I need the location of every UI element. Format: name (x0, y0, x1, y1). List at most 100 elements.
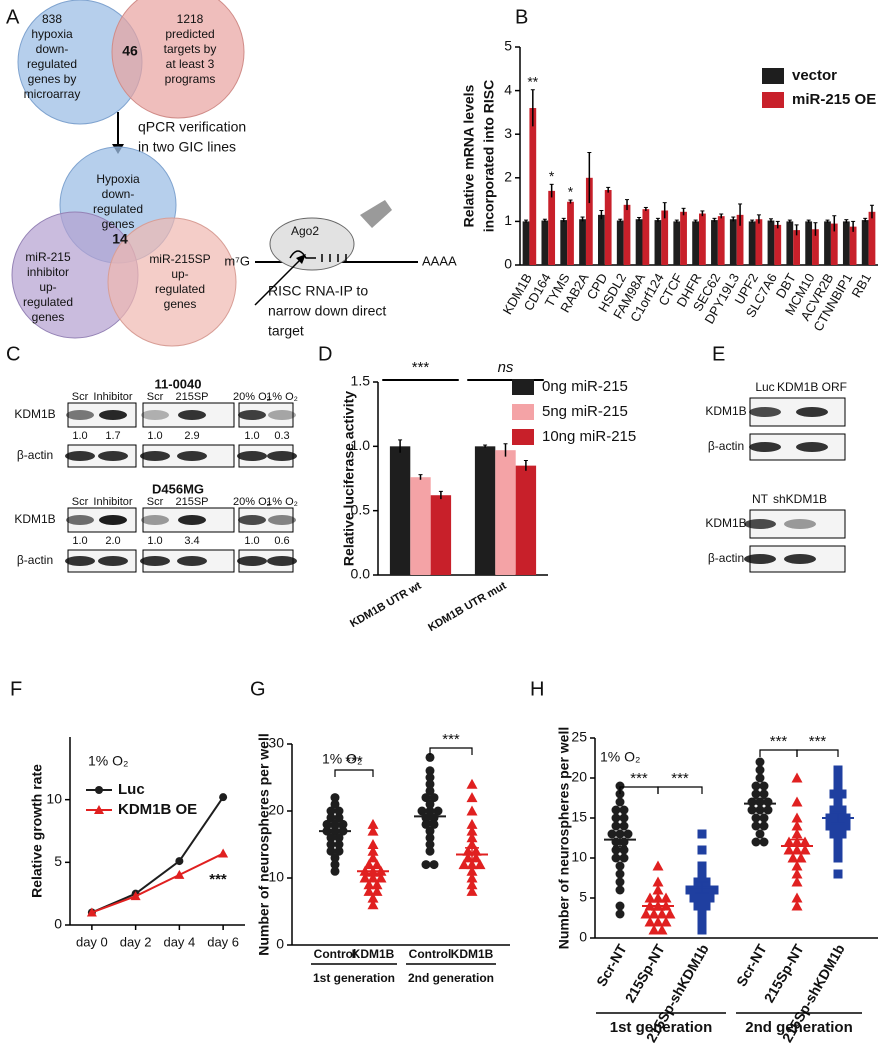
blot-band (66, 410, 94, 420)
marker (833, 853, 843, 863)
venn-text: genes (164, 297, 197, 311)
bar (529, 108, 537, 265)
marker (689, 893, 699, 903)
y-tick-label: 1 (504, 212, 512, 228)
bracket (429, 747, 473, 755)
marker (425, 779, 435, 789)
x-tick-label: day 0 (76, 934, 108, 949)
venn-text: inhibitor (27, 265, 69, 279)
bar (661, 210, 669, 265)
blot-band (99, 410, 127, 420)
y-tick-label: 2 (504, 169, 512, 185)
ratio: 1.0 (244, 430, 259, 442)
marker (701, 901, 711, 911)
bar (389, 446, 411, 575)
marker (330, 793, 340, 803)
arrow-head (296, 254, 306, 264)
marker (685, 885, 695, 895)
marker (697, 869, 707, 879)
bar (560, 220, 568, 265)
row-label: KDM1B (705, 516, 746, 530)
marker (709, 885, 719, 895)
bracket (796, 749, 839, 757)
marker (755, 829, 765, 839)
marker (326, 806, 336, 816)
bar (616, 220, 624, 265)
bar (635, 219, 643, 265)
marker (334, 813, 344, 823)
marker (474, 859, 486, 870)
venn-text: regulated (155, 282, 205, 296)
marker (425, 833, 435, 843)
y-tick-label: 20 (571, 769, 587, 785)
legend-label: 0ng miR-215 (542, 378, 628, 395)
blot-band (744, 554, 776, 564)
row-label: β-actin (708, 439, 744, 453)
x-tick-label: Scr-NT (593, 941, 630, 989)
marker (425, 766, 435, 776)
marker (371, 879, 383, 890)
marker (466, 865, 478, 876)
marker (371, 885, 383, 896)
y-axis-label: Number of neurospheres per well (556, 727, 572, 950)
y-tick-label: 1.0 (351, 437, 371, 453)
venn-text: regulated (23, 295, 73, 309)
blot-band (784, 554, 816, 564)
blot-band (238, 515, 266, 525)
marker (86, 907, 97, 917)
marker (656, 924, 668, 935)
bar (842, 221, 850, 265)
venn-text: 1218 (177, 12, 204, 26)
marker (330, 799, 340, 809)
step-text: narrow down direct (268, 303, 386, 319)
marker (697, 917, 707, 927)
legend-label: 10ng miR-215 (542, 428, 636, 445)
ratio: 0.6 (274, 535, 289, 547)
bar (711, 220, 718, 265)
marker (759, 813, 769, 823)
bar (567, 201, 574, 265)
marker (697, 829, 707, 839)
marker (837, 805, 847, 815)
marker (466, 872, 478, 883)
marker (664, 908, 676, 919)
ratio: 3.4 (184, 535, 199, 547)
cell-line: 11-0040 (155, 376, 202, 391)
legend-swatch (512, 429, 534, 445)
marker (615, 781, 625, 791)
venn-text: down- (36, 42, 69, 56)
marker (652, 892, 664, 903)
bar (868, 211, 876, 265)
y-tick-label: 0 (54, 916, 62, 932)
marker (697, 909, 707, 919)
blot-band (784, 519, 816, 529)
blot-band (140, 556, 170, 566)
marker (425, 786, 435, 796)
venn-text: miR-215SP (149, 252, 210, 266)
blot-band (66, 515, 94, 525)
bar (786, 221, 794, 265)
lane-label: Scr (147, 391, 164, 403)
marker (791, 868, 803, 879)
marker (619, 805, 629, 815)
marker (466, 832, 478, 843)
marker (470, 845, 482, 856)
marker (462, 852, 474, 863)
arrow (254, 257, 303, 306)
marker (615, 797, 625, 807)
y-tick-label: 10 (571, 849, 587, 865)
marker (833, 773, 843, 783)
bar (579, 219, 586, 265)
marker (747, 805, 757, 815)
marker (425, 773, 435, 782)
marker (458, 859, 470, 870)
marker (219, 793, 228, 802)
bar (680, 211, 687, 265)
marker (619, 821, 629, 831)
marker (697, 925, 707, 935)
lane-label: Inhibitor (93, 496, 132, 508)
marker (611, 845, 621, 855)
marker (693, 901, 703, 911)
